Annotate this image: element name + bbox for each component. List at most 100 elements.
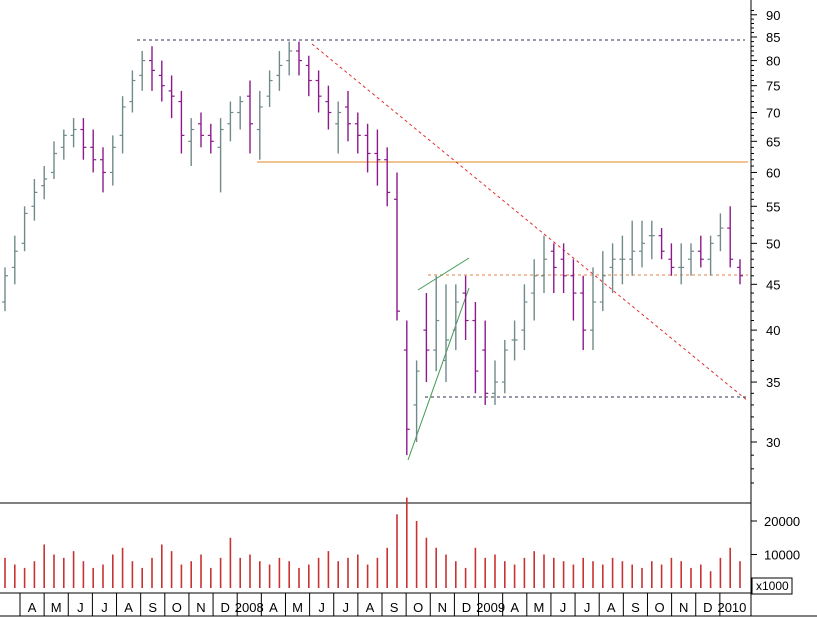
price-bar [707, 235, 714, 276]
price-bar [570, 259, 577, 321]
price-bar [462, 275, 469, 340]
x-tick-label: N [196, 600, 205, 615]
price-bar [247, 80, 253, 154]
x-tick-label: D [462, 600, 471, 615]
volume-unit-label: x1000 [756, 579, 789, 593]
x-tick-label: A [28, 600, 37, 615]
price-tick-label: 60 [766, 165, 780, 180]
x-tick-label: J [318, 600, 325, 615]
price-tick-label: 45 [766, 277, 780, 292]
price-bar [100, 147, 106, 193]
x-tick-label: J [101, 600, 108, 615]
x-tick-label: M [533, 600, 544, 615]
price-bar [492, 360, 498, 405]
price-tick-label: 35 [766, 375, 780, 390]
volume-tick-label: 10000 [764, 548, 800, 563]
price-bar [227, 101, 234, 142]
price-bar [668, 243, 675, 276]
price-bar [550, 243, 557, 294]
x-tick-label: S [148, 600, 157, 615]
price-bar [354, 112, 361, 154]
price-tick-label: 55 [766, 199, 780, 214]
price-bar [443, 284, 449, 383]
price-bar [580, 275, 587, 351]
price-bar [364, 123, 371, 173]
price-bar [158, 60, 165, 102]
price-bar [403, 320, 410, 456]
price-bar [727, 206, 734, 268]
x-tick-label: S [631, 600, 640, 615]
price-bar [609, 243, 616, 294]
price-tick-label: 30 [766, 435, 780, 450]
x-tick-label: A [269, 600, 278, 615]
price-bar [119, 96, 126, 154]
price-bar [648, 220, 655, 260]
x-tick-label: O [172, 600, 182, 615]
price-bar [188, 118, 195, 167]
volume-bars [4, 497, 741, 588]
price-bar [590, 267, 596, 351]
x-tick-label: A [366, 600, 375, 615]
price-bar [70, 118, 77, 148]
x-tick-label: D [703, 600, 712, 615]
price-bar [433, 275, 440, 372]
price-bar [296, 41, 302, 76]
x-tick-label: O [413, 600, 423, 615]
price-bar [374, 129, 381, 186]
x-tick-label: A [607, 600, 616, 615]
price-bar [717, 213, 724, 252]
price-tick-label: 80 [766, 54, 780, 69]
price-bar [11, 235, 18, 285]
x-tick-label: J [560, 600, 567, 615]
price-bar [178, 90, 185, 154]
price-bars [2, 41, 743, 456]
x-tick-label: M [51, 600, 62, 615]
price-bar [345, 90, 351, 142]
price-bar [325, 85, 332, 130]
price-bar [688, 243, 694, 276]
price-bar [217, 118, 224, 193]
x-tick-label: M [292, 600, 303, 615]
price-tick-label: 65 [766, 134, 780, 149]
price-bar [286, 41, 293, 76]
price-bar [394, 172, 400, 321]
price-tick-label: 85 [766, 30, 780, 45]
price-bar [256, 90, 263, 160]
price-bar [599, 251, 606, 312]
price-bar [697, 235, 704, 268]
price-bar [472, 302, 479, 394]
x-axis-ticks: A M J J A S O N D 2008 A M J J A S O N D 2009 A M J J A S O N D 2010 [19, 593, 746, 616]
price-bar [521, 284, 528, 351]
price-tick-label: 90 [766, 8, 780, 23]
rally-channel-upper [417, 257, 470, 291]
price-bar [560, 243, 567, 294]
price-bar [639, 220, 645, 268]
price-bar [21, 206, 28, 252]
price-bar [511, 320, 518, 361]
x-tick-label: J [343, 600, 350, 615]
price-bar [168, 75, 175, 119]
x-tick-label: 2010 [717, 600, 746, 615]
price-bar [129, 70, 136, 113]
price-bar [80, 118, 87, 160]
volume-tick-label: 20000 [764, 514, 800, 529]
price-bar [198, 112, 204, 148]
price-bar [51, 141, 57, 179]
price-bar [384, 147, 391, 207]
x-tick-label: A [510, 600, 519, 615]
x-tick-label: S [390, 600, 399, 615]
volume-unit-box [751, 577, 793, 595]
x-tick-label: 2008 [235, 600, 264, 615]
price-bar [139, 50, 146, 91]
x-tick-label: D [220, 600, 229, 615]
price-bar [41, 166, 48, 200]
price-bar [237, 96, 244, 130]
price-bar [60, 129, 67, 160]
x-tick-label: O [654, 600, 664, 615]
price-bar [413, 360, 420, 442]
price-tick-label: 75 [766, 79, 780, 94]
price-bar [207, 123, 214, 154]
price-bar [629, 220, 636, 276]
price-bar [90, 129, 97, 173]
